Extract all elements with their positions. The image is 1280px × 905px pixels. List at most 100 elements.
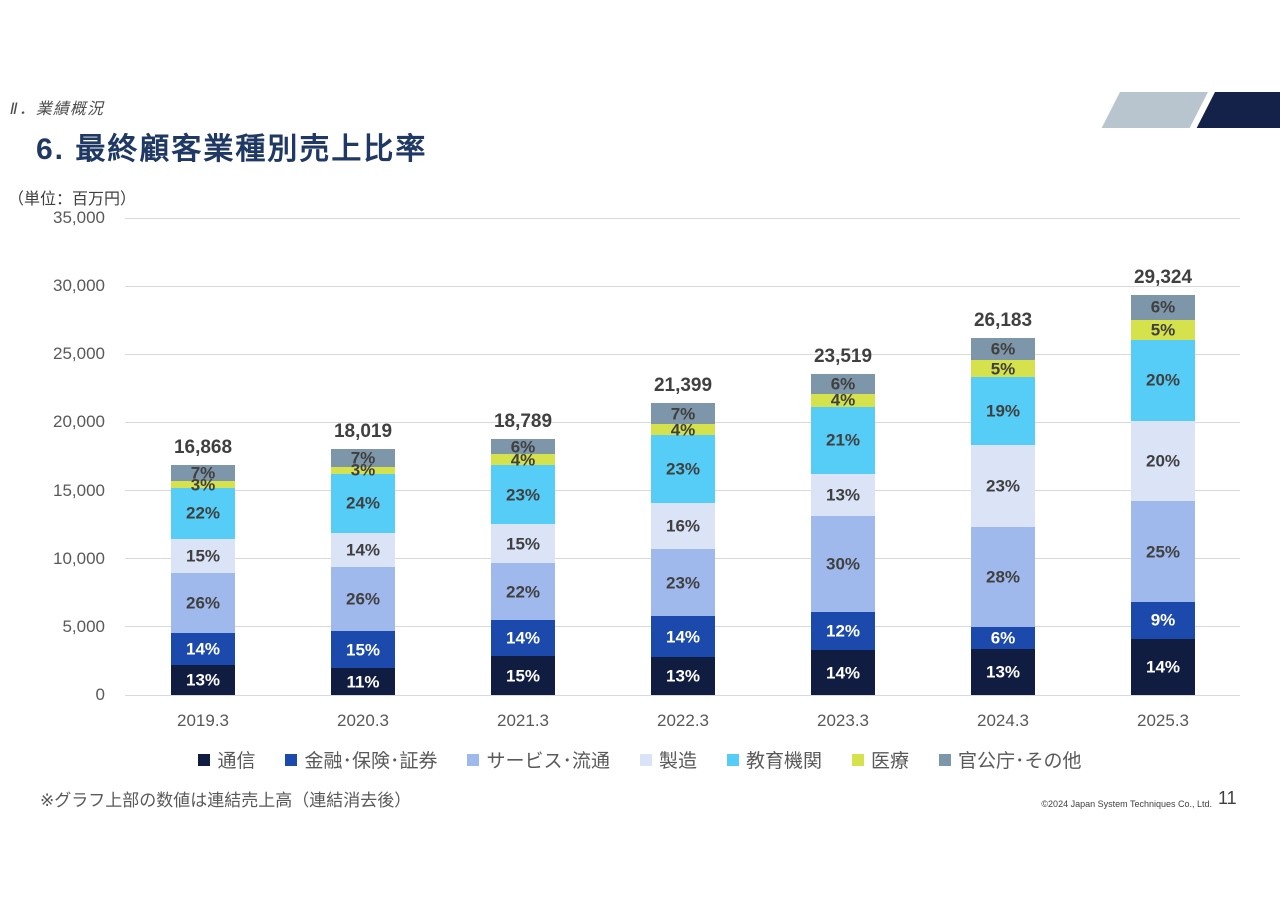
bar-segment-医療: 4% xyxy=(491,451,555,468)
section-label: Ⅱ．業績概況 xyxy=(10,101,104,118)
chart-legend: 通信 金融･保険･証券 サービス･流通 製造 教育機関 医療 官公庁･その他 xyxy=(0,746,1280,773)
bar-segment-通信: 15% xyxy=(491,656,555,695)
segment-value-label: 6% xyxy=(990,339,1016,359)
bar-total-label: 18,019 xyxy=(333,421,393,443)
bar-segment-通信: 14% xyxy=(811,650,875,695)
y-axis-tick-label: 10,000 xyxy=(53,548,105,568)
bar-segment-医療: 3% xyxy=(171,476,235,493)
bar-segment-製造: 14% xyxy=(331,532,395,568)
legend-item: 製造 xyxy=(639,746,697,773)
legend-label: 製造 xyxy=(658,751,697,772)
segment-value-label: 14% xyxy=(665,627,701,647)
bar-segment-教育機関: 20% xyxy=(1131,339,1195,421)
bar-segment-サービス･流通: 23% xyxy=(651,549,715,617)
header-decoration-light xyxy=(1101,92,1208,128)
bar-segment-製造: 20% xyxy=(1131,420,1195,502)
x-axis-tick-label: 2024.3 xyxy=(977,711,1029,730)
gridline xyxy=(125,694,1240,696)
segment-value-label: 4% xyxy=(510,450,536,470)
x-axis-tick-label: 2022.3 xyxy=(657,711,709,730)
segment-value-label: 9% xyxy=(1150,610,1176,630)
segment-value-label: 6% xyxy=(990,628,1016,648)
bar-segment-製造: 13% xyxy=(811,473,875,516)
bar-segment-金融･保険･証券: 6% xyxy=(971,627,1035,649)
legend-color-swatch-icon xyxy=(639,753,652,766)
segment-value-label: 15% xyxy=(345,640,381,660)
segment-value-label: 26% xyxy=(185,593,221,613)
x-axis-tick-label: 2025.3 xyxy=(1137,711,1189,730)
segment-value-label: 13% xyxy=(665,666,701,686)
segment-value-label: 22% xyxy=(505,582,541,602)
legend-color-swatch-icon xyxy=(467,753,480,766)
bar-segment-通信: 13% xyxy=(171,665,235,695)
bar-total-label: 18,789 xyxy=(493,410,553,432)
segment-value-label: 20% xyxy=(1145,370,1181,390)
segment-value-label: 4% xyxy=(830,390,856,410)
legend-label: 金融･保険･証券 xyxy=(304,751,438,772)
legend-item: 官公庁･その他 xyxy=(939,746,1082,773)
bar-segment-製造: 15% xyxy=(491,524,555,564)
bar-segment-製造: 16% xyxy=(651,502,715,550)
stacked-bar-chart: 0 5,000 10,000 15,000 20,000 25,000 30,000 35,0… xyxy=(53,208,1240,730)
legend-item: 教育機関 xyxy=(727,746,822,773)
segment-value-label: 15% xyxy=(505,534,541,554)
segment-value-label: 21% xyxy=(825,430,861,450)
legend-label: 医療 xyxy=(871,751,910,772)
segment-value-label: 6% xyxy=(1150,297,1176,317)
x-axis-tick-label: 2019.3 xyxy=(177,711,229,730)
bar-segment-金融･保険･証券: 14% xyxy=(171,632,235,666)
segment-value-label: 19% xyxy=(985,401,1021,421)
segment-value-label: 14% xyxy=(185,639,221,659)
bar-segment-通信: 11% xyxy=(331,668,395,695)
bar-segment-医療: 4% xyxy=(651,421,715,438)
segment-value-label: 14% xyxy=(1145,657,1181,677)
bar-segment-官公庁･その他: 6% xyxy=(811,374,875,394)
segment-value-label: 3% xyxy=(190,475,216,495)
footnote: ※グラフ上部の数値は連結売上高（連結消去後） xyxy=(40,791,412,810)
bar-segment-医療: 5% xyxy=(1131,319,1195,340)
bar-segment-サービス･流通: 26% xyxy=(171,573,235,633)
legend-color-swatch-icon xyxy=(939,753,952,766)
bar-segment-官公庁･その他: 6% xyxy=(491,438,555,455)
x-axis-tick-label: 2023.3 xyxy=(817,711,869,730)
page-number: 11 xyxy=(1218,788,1237,808)
bar-segment-教育機関: 22% xyxy=(171,488,235,539)
bar-segment-教育機関: 23% xyxy=(651,435,715,503)
bar-segment-サービス･流通: 26% xyxy=(331,567,395,632)
bar-segment-サービス･流通: 30% xyxy=(811,515,875,612)
bar-segment-官公庁･その他: 7% xyxy=(171,463,235,483)
bar-segment-製造: 23% xyxy=(971,445,1035,528)
bar-segment-教育機関: 23% xyxy=(491,464,555,525)
legend-item: サービス･流通 xyxy=(467,746,610,773)
segment-value-label: 23% xyxy=(665,573,701,593)
bar-segment-金融･保険･証券: 12% xyxy=(811,611,875,651)
gridline xyxy=(125,285,1240,287)
legend-color-swatch-icon xyxy=(727,753,739,766)
bar-segment-官公庁･その他: 7% xyxy=(651,403,715,424)
bar-segment-金融･保険･証券: 15% xyxy=(331,631,395,668)
copyright: ©2024 Japan System Techniques Co., Ltd. xyxy=(1041,799,1212,809)
bar-segment-教育機関: 19% xyxy=(971,377,1035,446)
segment-value-label: 14% xyxy=(825,663,861,683)
bar-segment-通信: 13% xyxy=(971,648,1035,695)
legend-color-swatch-icon xyxy=(285,753,298,766)
segment-value-label: 6% xyxy=(830,374,856,394)
bar-segment-医療: 4% xyxy=(811,390,875,410)
segment-value-label: 28% xyxy=(985,567,1021,587)
segment-value-label: 7% xyxy=(670,404,696,424)
bar-total-label: 21,399 xyxy=(653,375,713,397)
segment-value-label: 20% xyxy=(1145,451,1181,471)
bar-segment-サービス･流通: 25% xyxy=(1131,501,1195,603)
segment-value-label: 23% xyxy=(665,459,701,479)
bar-segment-金融･保険･証券: 14% xyxy=(491,620,555,657)
segment-value-label: 7% xyxy=(350,448,376,468)
legend-color-swatch-icon xyxy=(852,753,865,766)
segment-value-label: 16% xyxy=(665,516,701,536)
bar-segment-官公庁･その他: 7% xyxy=(331,448,395,468)
y-axis-tick-label: 0 xyxy=(95,685,105,704)
segment-value-label: 14% xyxy=(505,628,541,648)
x-axis-tick-label: 2021.3 xyxy=(497,711,549,730)
segment-value-label: 7% xyxy=(190,463,216,483)
legend-item: 医療 xyxy=(852,746,909,773)
segment-value-label: 26% xyxy=(345,589,381,609)
